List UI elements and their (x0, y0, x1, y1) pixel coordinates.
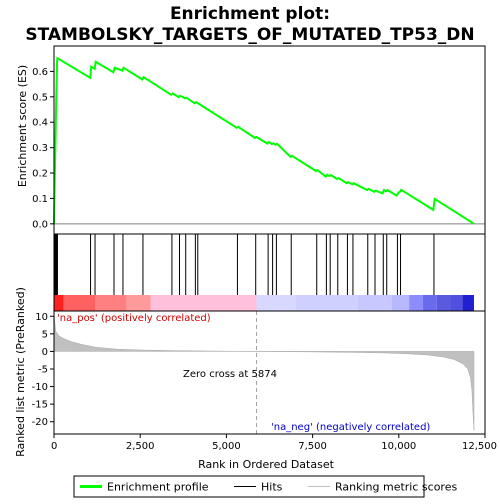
x-axis-label: Rank in Ordered Dataset (198, 458, 335, 471)
x-tick-label-2: 5,000 (212, 441, 241, 452)
gradient-segment-7 (357, 295, 392, 311)
x-tick-label-4: 10,000 (381, 441, 416, 452)
gradient-segment-4 (150, 295, 257, 311)
metric-tick-label-5: -15 (32, 400, 48, 411)
axes-group: 0.0 0.1 0.2 0.3 0.4 0.5 0.6 10 5 0 -5 -10 -15 -20 0 2,5… (32, 45, 497, 452)
negative-correlation-label: 'na_neg' (negatively correlated) (271, 422, 430, 433)
gradient-segment-5 (256, 295, 296, 311)
gradient-segment-8 (391, 295, 410, 311)
chart-legend: Enrichment profile Hits Ranking metric sco… (73, 475, 457, 498)
es-tick-label-1: 0.1 (32, 194, 48, 205)
metric-axis-label: Ranked list metric (PreRanked) (14, 287, 27, 457)
enrichment-score-panel (53, 56, 485, 225)
metric-tick-label-6: -20 (32, 417, 48, 428)
metric-tick-label-3: -5 (38, 364, 48, 375)
es-tick-label-4: 0.4 (32, 118, 48, 129)
es-tick-label-0: 0.0 (32, 219, 48, 230)
es-tick-label-5: 0.5 (32, 92, 48, 103)
es-axis-label: Enrichment score (ES) (16, 65, 29, 187)
gradient-segment-11 (436, 295, 451, 311)
gradient-segment-2 (95, 295, 127, 311)
metric-tick-label-4: -10 (32, 382, 48, 393)
es-panel-frame (53, 45, 486, 235)
metric-tick-label-2: 0 (42, 347, 48, 358)
gradient-segment-0 (54, 295, 64, 311)
legend-label-0: Enrichment profile (107, 481, 209, 494)
x-tick-label-3: 7,500 (298, 441, 327, 452)
correlation-gradient-band (54, 295, 474, 311)
gradient-segment-13 (462, 295, 474, 311)
zero-cross-label: Zero cross at 5874 (183, 369, 277, 380)
x-tick-label-5: 12,500 (462, 441, 497, 452)
x-tick-label-0: 0 (51, 441, 57, 452)
legend-label-1: Hits (261, 481, 283, 494)
metric-tick-label-1: 5 (42, 329, 48, 340)
chart-title-line-2: STAMBOLSKY_TARGETS_OF_MUTATED_TP53_DN (25, 25, 474, 45)
gradient-segment-6 (295, 295, 358, 311)
es-tick-label-3: 0.3 (32, 143, 48, 154)
metric-panel-frame (53, 310, 486, 435)
ranking-metric-panel: 'na_pos' (positively correlated) Zero cro… (53, 311, 475, 434)
chart-title-line-1: Enrichment plot: (170, 4, 330, 24)
legend-label-2: Ranking metric scores (335, 481, 457, 494)
gradient-segment-3 (126, 295, 151, 311)
es-tick-label-2: 0.2 (32, 169, 48, 180)
gradient-segment-10 (422, 295, 437, 311)
ranking-metric-area (53, 313, 475, 431)
gradient-segment-9 (409, 295, 423, 311)
hits-panel (54, 234, 435, 295)
gradient-segment-1 (63, 295, 96, 311)
enrichment-profile-line (53, 56, 475, 225)
metric-tick-label-0: 10 (35, 312, 48, 323)
gradient-segment-12 (450, 295, 463, 311)
es-tick-label-6: 0.6 (32, 67, 48, 78)
positive-correlation-label: 'na_pos' (positively correlated) (57, 313, 211, 324)
x-tick-label-1: 2,500 (126, 441, 155, 452)
